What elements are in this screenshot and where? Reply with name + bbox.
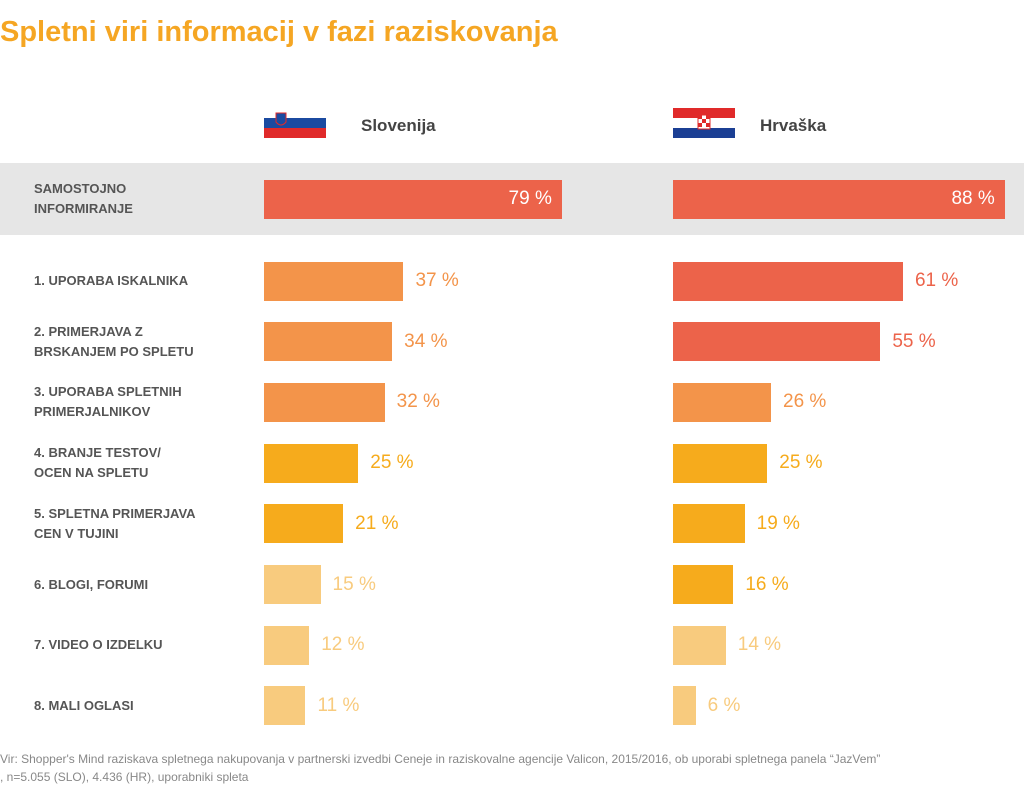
bar: [673, 625, 726, 665]
value-label: 26 %: [783, 391, 827, 413]
value-label: 25 %: [370, 452, 414, 474]
footnote: , n=5.055 (SLO), 4.436 (HR), uporabniki …: [0, 770, 249, 784]
value-label: 14 %: [737, 634, 782, 656]
bar: [673, 179, 1005, 219]
bar: [264, 322, 393, 362]
bar: [673, 686, 696, 726]
category-label: 3. UPORABA SPLETNIH PRIMERJALNIKOV: [34, 384, 182, 420]
bar: [264, 625, 310, 665]
bar: [264, 261, 404, 301]
chart-title: Spletni viri informacij v fazi raziskova…: [0, 16, 558, 48]
category-label: 5. SPLETNA PRIMERJAVA CEN V TUJINI: [34, 505, 196, 541]
bar: [673, 261, 903, 301]
bar: [264, 565, 321, 604]
category-label: SAMOSTOJNO INFORMIRANJE: [34, 181, 133, 216]
footnote: Vir: Shopper's Mind raziskava spletnega …: [0, 752, 881, 766]
value-label: 32 %: [396, 391, 440, 413]
category-label: 8. MALI OGLASI: [34, 697, 134, 713]
value-label: 37 %: [415, 270, 459, 291]
flag-slovenia: [264, 108, 326, 138]
series-name: Hrvaška: [760, 116, 827, 135]
value-label: 55 %: [892, 330, 936, 352]
bar: [673, 382, 772, 422]
bar: [264, 382, 385, 422]
value-label: 21 %: [355, 512, 399, 534]
series-name: Slovenija: [361, 116, 436, 135]
value-label: 79 %: [508, 188, 552, 209]
value-label: 61 %: [914, 270, 959, 291]
value-label: 25 %: [779, 452, 823, 474]
value-label: 11 %: [317, 694, 360, 716]
value-label: 88 %: [951, 188, 995, 209]
value-label: 6 %: [707, 694, 741, 716]
bar: [673, 443, 768, 483]
bar: [673, 504, 745, 544]
bar: [264, 686, 306, 726]
bar: [673, 322, 881, 362]
category-label: 1. UPORABA ISKALNIKA: [34, 273, 189, 288]
value-label: 12 %: [321, 634, 365, 656]
category-label: 2. PRIMERJAVA Z BRSKANJEM PO SPLETU: [34, 323, 194, 359]
value-label: 15 %: [332, 573, 376, 595]
bar: [673, 565, 734, 604]
category-label: 6. BLOGI, FORUMI: [34, 576, 149, 592]
value-label: 34 %: [404, 330, 448, 352]
bar: [264, 443, 359, 483]
flag-croatia: [673, 108, 735, 138]
bar: [264, 504, 344, 544]
value-label: 16 %: [745, 573, 789, 595]
category-label: 4. BRANJE TESTOV/ OCEN NA SPLETU: [34, 445, 161, 481]
bar: [264, 179, 562, 219]
category-label: 7. VIDEO O IZDELKU: [34, 637, 163, 653]
value-label: 19 %: [756, 512, 800, 534]
